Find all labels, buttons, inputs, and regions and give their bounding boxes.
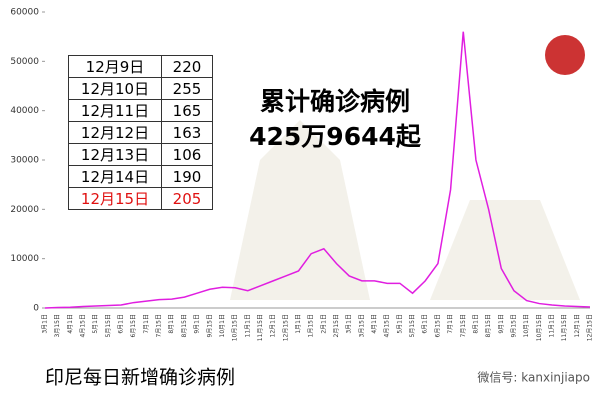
table-row: 12月10日 255 [68, 77, 213, 100]
table-row: 12月9日 220 [68, 55, 213, 78]
x-tick-label: 12月1日 [270, 314, 277, 337]
footer-bg [0, 345, 601, 400]
x-tick-label: 5月1日 [92, 314, 99, 334]
x-tick-label: 11月15日 [257, 314, 264, 341]
table-row: 12月12日 163 [68, 121, 213, 144]
x-tick-label: 5月15日 [105, 314, 112, 337]
x-tick-label: 2月1日 [320, 314, 327, 334]
x-tick-label: 5月1日 [396, 314, 403, 334]
cell-value: 190 [161, 165, 213, 188]
line [44, 31, 591, 309]
x-tick-label: 7月15日 [460, 314, 467, 337]
y-tick-label: 10000 [10, 254, 39, 264]
bg-house [430, 200, 580, 300]
x-tick-label: 9月1日 [194, 314, 201, 334]
bg-temple [230, 120, 370, 300]
x-tick-label: 5月15日 [409, 314, 416, 337]
recent-table: 12月9日 220 12月10日 255 12月11日 165 12月12日 163 12月13… [68, 55, 213, 210]
x-tick-label: 1月1日 [295, 314, 302, 334]
x-tick-label: 9月15日 [510, 314, 517, 337]
x-tick-label: 12月1日 [574, 314, 581, 337]
table-row: 12月15日 205 [68, 187, 213, 210]
x-tick-label: 6月15日 [434, 314, 441, 337]
cell-date: 12月14日 [68, 165, 162, 188]
cell-date: 12月10日 [68, 77, 162, 100]
x-tick-label: 8月15日 [485, 314, 492, 337]
x-tick-label: 10月15日 [536, 314, 543, 341]
x-tick-label: 12月15日 [587, 314, 594, 341]
x-tick-label: 1月15日 [308, 314, 315, 337]
x-tick-label: 6月1日 [422, 314, 429, 334]
x-tick-label: 11月15日 [561, 314, 568, 341]
table-row: 12月14日 190 [68, 165, 213, 188]
y-tick-label: 0 [33, 304, 39, 314]
x-tick-label: 4月15日 [384, 314, 391, 337]
x-tick-label: 10月1日 [523, 314, 530, 337]
cell-date: 12月9日 [68, 55, 162, 78]
x-tick-label: 4月1日 [67, 314, 74, 334]
cell-date: 12月12日 [68, 121, 162, 144]
caption: 印尼每日新增确诊病例 [45, 367, 235, 389]
x-tick-label: 8月15日 [181, 314, 188, 337]
x-tick-label: 10月15日 [232, 314, 239, 341]
x-tick-label: 12月15日 [282, 314, 289, 341]
x-tick-label: 10月1日 [219, 314, 226, 337]
cell-value: 165 [161, 99, 213, 122]
x-tick-label: 6月1日 [118, 314, 125, 334]
x-tick-label: 11月1日 [548, 314, 555, 337]
logo [545, 35, 585, 75]
cell-date: 12月15日 [68, 187, 162, 210]
x-tick-label: 3月15日 [358, 314, 365, 337]
cell-value: 255 [161, 77, 213, 100]
cell-value: 163 [161, 121, 213, 144]
cell-date: 12月13日 [68, 143, 162, 166]
table-row: 12月13日 106 [68, 143, 213, 166]
x-tick-label: 2月15日 [333, 314, 340, 337]
x-tick-label: 7月1日 [143, 314, 150, 334]
table-row: 12月11日 165 [68, 99, 213, 122]
x-tick-label: 7月15日 [156, 314, 163, 337]
x-tick-label: 4月1日 [371, 314, 378, 334]
cell-value: 205 [161, 187, 213, 210]
y-tick-label: 20000 [10, 205, 39, 215]
y-tick-label: 40000 [10, 106, 39, 116]
cell-date: 12月11日 [68, 99, 162, 122]
x-tick-label: 8月1日 [168, 314, 175, 334]
y-tick-label: 30000 [10, 156, 39, 166]
x-tick-label: 8月1日 [472, 314, 479, 334]
y-tick-label: 50000 [10, 57, 39, 67]
cell-value: 220 [161, 55, 213, 78]
headline: 累计确诊病例 [259, 87, 410, 116]
x-tick-label: 7月1日 [447, 314, 454, 334]
x-tick-label: 9月1日 [498, 314, 505, 334]
x-tick-label: 9月15日 [206, 314, 213, 337]
x-tick-label: 3月1日 [42, 314, 49, 334]
cell-value: 106 [161, 143, 213, 166]
y-tick-label: 60000 [10, 8, 39, 18]
x-tick-label: 3月1日 [346, 314, 353, 334]
x-tick-label: 4月15日 [80, 314, 87, 337]
headline: 425万9644起 [249, 122, 421, 151]
watermark: 微信号: kanxinjiapo [477, 371, 590, 385]
x-tick-label: 11月1日 [244, 314, 251, 337]
x-tick-label: 6月15日 [130, 314, 137, 337]
x-tick-label: 3月15日 [54, 314, 61, 337]
